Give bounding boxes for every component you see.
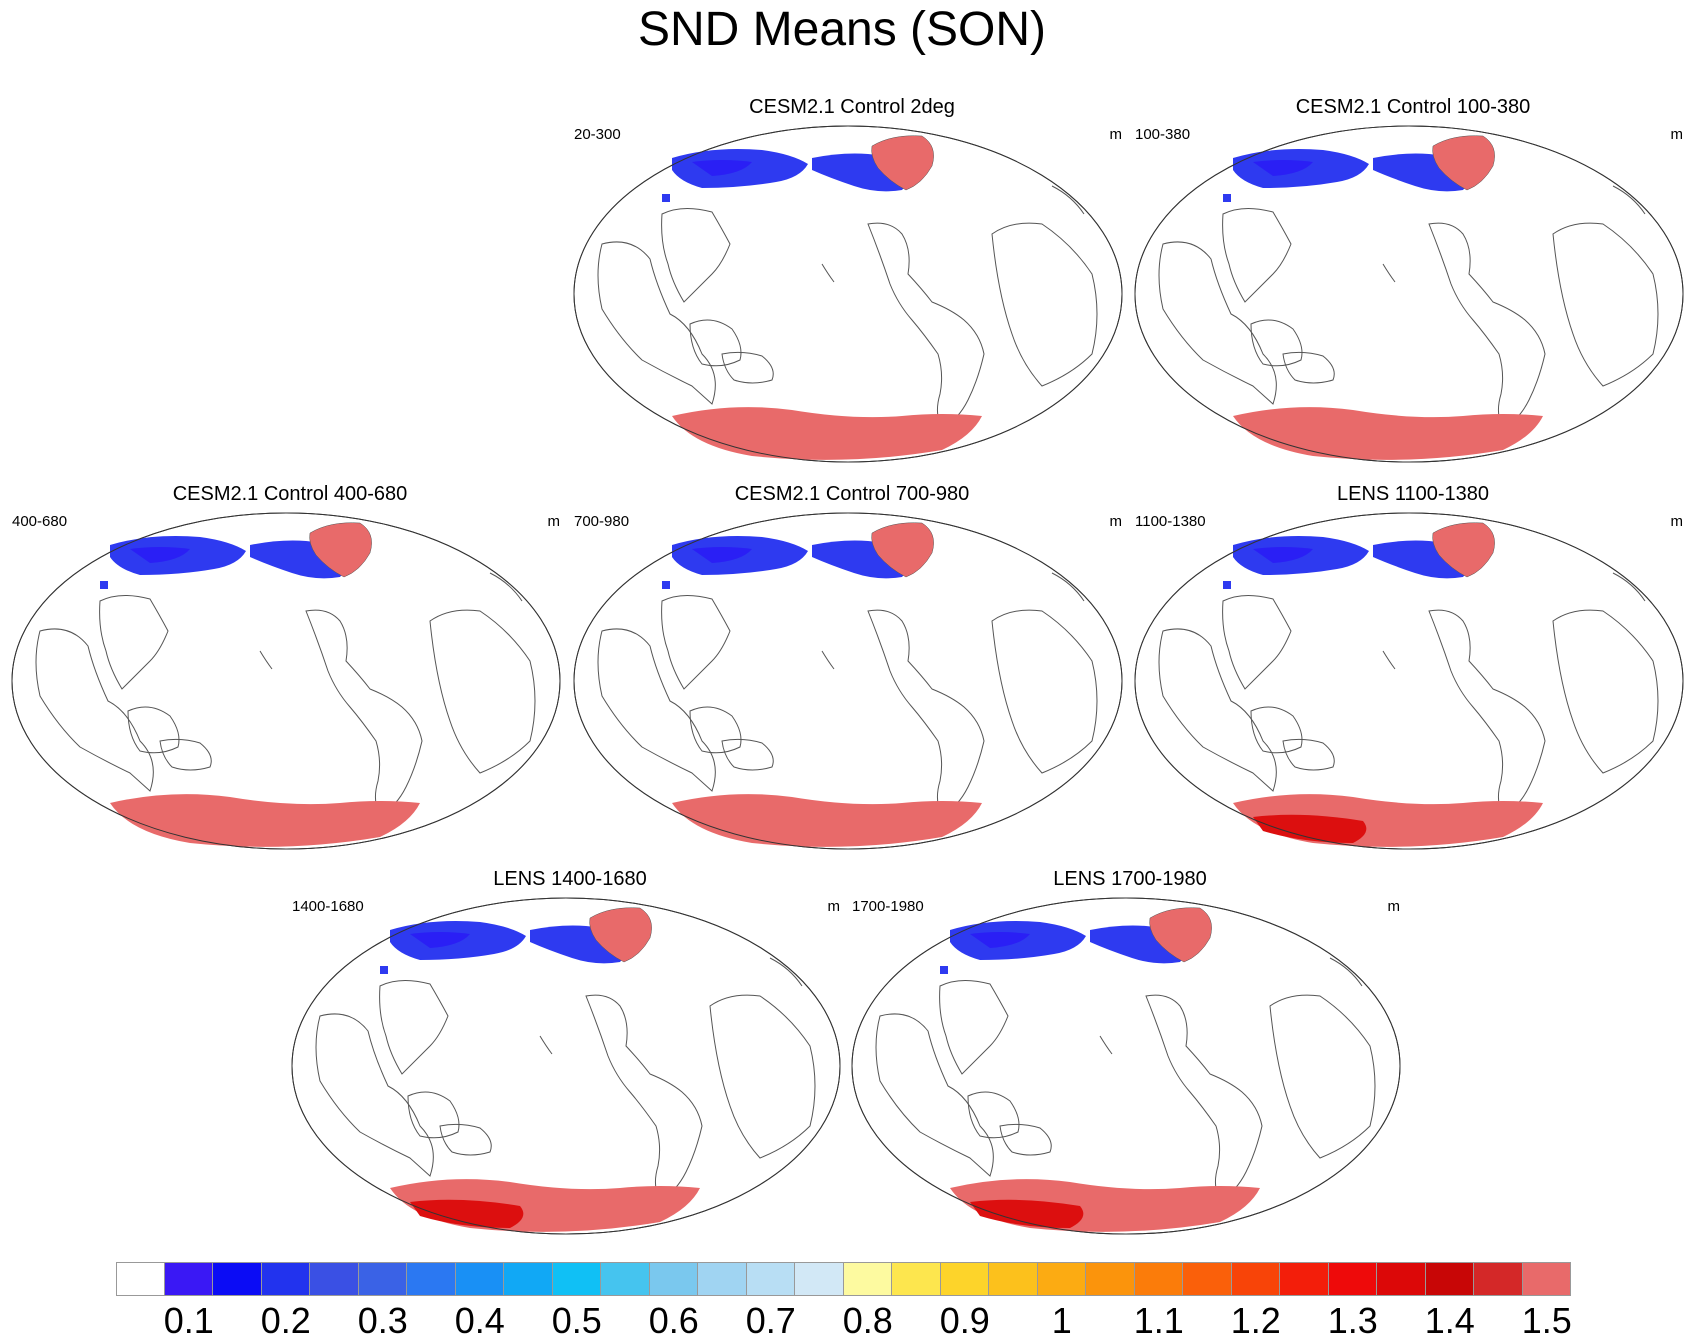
map-panel: LENS 1700-1980 1700-1980 m bbox=[850, 868, 1410, 1238]
colorbar-tick-label: 1.5 bbox=[1521, 1300, 1572, 1341]
colorbar-tick-label: 0.2 bbox=[260, 1300, 311, 1341]
colorbar-swatch bbox=[504, 1262, 553, 1296]
snow-cover-greenland bbox=[1432, 135, 1495, 191]
panel-period-label: 400-680 bbox=[12, 513, 68, 530]
colorbar-swatch bbox=[261, 1262, 310, 1296]
snow-cover-antarctica bbox=[110, 794, 420, 847]
snow-cover-antarctica-core bbox=[1253, 814, 1367, 843]
snow-cover-greenland bbox=[1149, 907, 1212, 963]
colorbar-swatch bbox=[116, 1262, 165, 1296]
panel-units-label: m bbox=[1109, 126, 1123, 143]
colorbar-tick-label: 1.1 bbox=[1133, 1300, 1184, 1341]
map-panel: CESM2.1 Control 400-680 400-680 m bbox=[10, 483, 570, 853]
panel-period-label: 1400-1680 bbox=[292, 898, 364, 915]
coastlines bbox=[875, 957, 1376, 1201]
map-panel: LENS 1100-1380 1100-1380 m bbox=[1133, 483, 1684, 853]
coastlines bbox=[35, 572, 536, 816]
snow-cover-greenland bbox=[871, 522, 934, 578]
coastlines bbox=[1158, 572, 1659, 816]
panel-period-label: 20-300 bbox=[574, 126, 621, 143]
map-panel: CESM2.1 Control 2deg 20-300 m bbox=[572, 96, 1132, 466]
colorbar-tick-label: 0.1 bbox=[163, 1300, 214, 1341]
snow-cover-north bbox=[1223, 536, 1470, 589]
colorbar-tick-label: 0.5 bbox=[551, 1300, 602, 1341]
snow-cover-greenland bbox=[589, 907, 652, 963]
coastlines bbox=[315, 957, 816, 1201]
snow-cover-antarctica bbox=[1233, 407, 1543, 460]
panel-title: LENS 1100-1380 bbox=[1337, 483, 1489, 505]
map-panel: CESM2.1 Control 700-980 700-980 m bbox=[572, 483, 1132, 853]
colorbar-swatch bbox=[455, 1262, 504, 1296]
snow-cover-greenland bbox=[309, 522, 372, 578]
coastlines bbox=[597, 185, 1098, 429]
colorbar bbox=[116, 1262, 1571, 1296]
colorbar-swatch bbox=[843, 1262, 892, 1296]
map-panel: LENS 1400-1680 1400-1680 m bbox=[290, 868, 850, 1238]
colorbar-swatch bbox=[795, 1262, 844, 1296]
panel-period-label: 100-380 bbox=[1135, 126, 1191, 143]
colorbar-frame bbox=[116, 1262, 1571, 1296]
colorbar-swatch bbox=[1086, 1262, 1135, 1296]
colorbar-tick-label: 0.6 bbox=[648, 1300, 699, 1341]
colorbar-tick-label: 0.4 bbox=[454, 1300, 505, 1341]
colorbar-swatch bbox=[407, 1262, 456, 1296]
figure-title: SND Means (SON) bbox=[637, 3, 1047, 56]
panel-title: CESM2.1 Control 700-980 bbox=[734, 483, 970, 505]
panel-title: CESM2.1 Control 100-380 bbox=[1295, 96, 1531, 118]
map-panel: CESM2.1 Control 100-380 100-380 m bbox=[1133, 96, 1684, 466]
colorbar-swatch bbox=[1377, 1262, 1426, 1296]
colorbar-swatch bbox=[213, 1262, 262, 1296]
colorbar-swatch bbox=[1280, 1262, 1329, 1296]
panel-units-label: m bbox=[1387, 898, 1401, 915]
colorbar-swatch bbox=[1134, 1262, 1183, 1296]
panel-units-label: m bbox=[1109, 513, 1123, 530]
colorbar-tick-label: 1.4 bbox=[1424, 1300, 1475, 1341]
snow-cover-greenland bbox=[871, 135, 934, 191]
panel-period-label: 1100-1380 bbox=[1135, 513, 1206, 530]
panel-units-label: m bbox=[827, 898, 841, 915]
panel-units-label: m bbox=[547, 513, 561, 530]
snow-cover-antarctica-core bbox=[970, 1199, 1084, 1228]
colorbar-swatch bbox=[164, 1262, 213, 1296]
colorbar-tick-label: 0.3 bbox=[357, 1300, 408, 1341]
panel-title: CESM2.1 Control 400-680 bbox=[172, 483, 408, 505]
colorbar-swatch bbox=[746, 1262, 795, 1296]
colorbar-tick-label: 0.7 bbox=[745, 1300, 796, 1341]
colorbar-swatch bbox=[940, 1262, 989, 1296]
colorbar-tick-label: 1.3 bbox=[1327, 1300, 1378, 1341]
colorbar-swatch bbox=[552, 1262, 601, 1296]
colorbar-tick-label: 1 bbox=[1051, 1300, 1072, 1341]
colorbar-swatch bbox=[310, 1262, 359, 1296]
colorbar-swatch bbox=[892, 1262, 941, 1296]
colorbar-swatch bbox=[601, 1262, 650, 1296]
colorbar-swatch bbox=[649, 1262, 698, 1296]
panel-period-label: 700-980 bbox=[574, 513, 630, 530]
colorbar-swatch bbox=[1474, 1262, 1523, 1296]
snow-cover-antarctica bbox=[672, 794, 982, 847]
snow-cover-antarctica bbox=[672, 407, 982, 460]
colorbar-tick-label: 0.9 bbox=[939, 1300, 990, 1341]
colorbar-swatch bbox=[1183, 1262, 1232, 1296]
panel-units-label: m bbox=[1670, 513, 1684, 530]
colorbar-tick-label: 0.8 bbox=[842, 1300, 893, 1341]
coastlines bbox=[597, 572, 1098, 816]
colorbar-swatch bbox=[1522, 1262, 1571, 1296]
coastlines bbox=[1158, 185, 1659, 429]
snow-cover-greenland bbox=[1432, 522, 1495, 578]
colorbar-tick-labels: 0.1 0.2 0.3 0.4 0.5 0.6 0.7 0.8 0.9 1 1.1 1.2 1.3 1.4… bbox=[116, 1300, 1572, 1341]
panel-title: LENS 1700-1980 bbox=[1053, 868, 1207, 890]
colorbar-swatch bbox=[1037, 1262, 1086, 1296]
colorbar-swatch bbox=[1425, 1262, 1474, 1296]
colorbar-tick-label: 1.2 bbox=[1230, 1300, 1281, 1341]
colorbar-swatch bbox=[1231, 1262, 1280, 1296]
colorbar-swatch bbox=[1328, 1262, 1377, 1296]
panel-period-label: 1700-1980 bbox=[852, 898, 924, 915]
colorbar-swatch bbox=[989, 1262, 1038, 1296]
panel-units-label: m bbox=[1670, 126, 1684, 143]
colorbar-swatch bbox=[358, 1262, 407, 1296]
snow-cover-antarctica-core bbox=[410, 1199, 524, 1228]
panel-title: LENS 1400-1680 bbox=[493, 868, 647, 890]
colorbar-swatch bbox=[698, 1262, 747, 1296]
panel-title: CESM2.1 Control 2deg bbox=[749, 96, 955, 118]
